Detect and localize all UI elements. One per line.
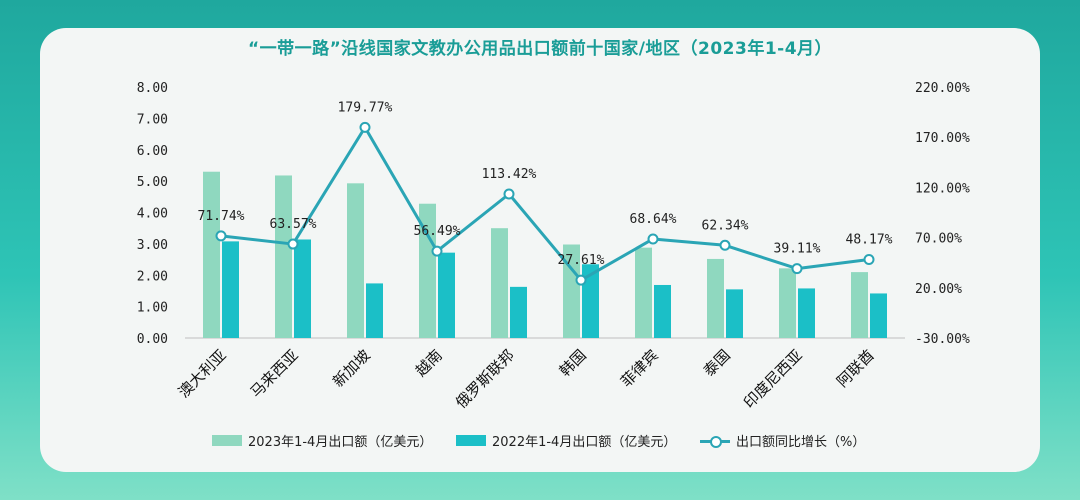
- y-right-tick-label: 70.00%: [915, 232, 962, 247]
- growth-point: [647, 233, 659, 245]
- category-label: 印度尼西亚: [740, 346, 806, 412]
- growth-data-label: 27.61%: [558, 253, 605, 268]
- growth-point: [719, 239, 731, 251]
- bar-2023: [563, 244, 580, 338]
- bar-2023: [851, 272, 868, 338]
- bar-2022: [654, 284, 671, 338]
- y-left-tick-label: 7.00: [137, 112, 168, 127]
- legend-label-2023: 2023年1-4月出口额（亿美元）: [248, 435, 433, 450]
- category-label: 阿联酋: [833, 346, 878, 391]
- bar-2022: [366, 283, 383, 338]
- growth-data-label: 68.64%: [630, 212, 677, 227]
- bar-2022: [222, 241, 239, 338]
- bar-2023: [779, 268, 796, 338]
- bar-2023: [707, 258, 724, 338]
- growth-line: [220, 125, 870, 282]
- bar-2022: [438, 252, 455, 338]
- growth-point: [863, 254, 875, 266]
- category-label: 泰国: [700, 346, 734, 380]
- legend-swatch-2022: [456, 435, 486, 446]
- growth-data-label: 179.77%: [338, 100, 393, 115]
- legend-item-growth[interactable]: 出口额同比增长（%）: [700, 431, 865, 450]
- bar-2022: [582, 264, 599, 338]
- bar-2022: [870, 293, 887, 338]
- growth-data-label: 63.57%: [270, 217, 317, 232]
- bar-2023: [491, 228, 508, 338]
- category-label: 菲律宾: [617, 346, 662, 391]
- growth-point: [215, 230, 227, 242]
- bar-2023: [635, 247, 652, 338]
- growth-data-label: 113.42%: [482, 167, 537, 182]
- category-label: 澳大利亚: [175, 346, 230, 401]
- y-left-tick-label: 2.00: [137, 269, 168, 284]
- growth-data-label: 62.34%: [702, 218, 749, 233]
- bar-2023: [347, 183, 364, 338]
- growth-point: [431, 245, 443, 257]
- growth-point: [575, 274, 587, 286]
- legend-item-2023[interactable]: 2023年1-4月出口额（亿美元）: [212, 431, 432, 450]
- y-left-tick-label: 3.00: [137, 238, 168, 253]
- bar-2023: [275, 175, 292, 338]
- chart-title: “一带一路”沿线国家文教办公用品出口额前十国家/地区（2023年1-4月）: [247, 39, 833, 59]
- y-left-tick-label: 6.00: [137, 144, 168, 159]
- bar-2022: [294, 239, 311, 338]
- category-label: 新加坡: [329, 346, 374, 391]
- y-left-tick-label: 0.00: [137, 332, 168, 347]
- legend-label-2022: 2022年1-4月出口额（亿美元）: [492, 435, 677, 450]
- growth-point: [503, 188, 515, 200]
- category-label: 韩国: [556, 346, 590, 380]
- bar-2023: [419, 203, 436, 338]
- y-right-tick-label: 120.00%: [915, 181, 970, 196]
- growth-data-label: 71.74%: [198, 209, 245, 224]
- legend-item-2022[interactable]: 2022年1-4月出口额（亿美元）: [456, 431, 676, 450]
- chart-legend: 2023年1-4月出口额（亿美元） 2022年1-4月出口额（亿美元） 出口额同…: [0, 431, 1080, 451]
- y-right-tick-label: 220.00%: [915, 81, 970, 96]
- growth-data-label: 48.17%: [846, 233, 893, 248]
- y-right-tick-label: 20.00%: [915, 282, 962, 297]
- growth-point: [287, 238, 299, 250]
- y-left-tick-label: 5.00: [137, 175, 168, 190]
- growth-data-label: 56.49%: [414, 224, 461, 239]
- growth-data-label: 39.11%: [774, 242, 821, 257]
- category-label: 俄罗斯联邦: [452, 346, 518, 412]
- category-label: 马来西亚: [247, 346, 302, 401]
- category-label: 越南: [412, 346, 446, 380]
- bar-2022: [798, 288, 815, 338]
- y-left-tick-label: 4.00: [137, 207, 168, 222]
- legend-swatch-2023: [212, 435, 242, 446]
- y-right-tick-label: 170.00%: [915, 131, 970, 146]
- growth-point: [791, 263, 803, 275]
- y-right-tick-label: -30.00%: [915, 332, 970, 347]
- legend-swatch-growth: [700, 435, 730, 448]
- legend-label-growth: 出口额同比增长（%）: [736, 435, 866, 450]
- y-left-tick-label: 8.00: [137, 81, 168, 96]
- bar-2022: [510, 286, 527, 338]
- growth-point: [359, 121, 371, 133]
- bar-2023: [203, 171, 220, 338]
- y-left-tick-label: 1.00: [137, 301, 168, 316]
- bar-2022: [726, 289, 743, 338]
